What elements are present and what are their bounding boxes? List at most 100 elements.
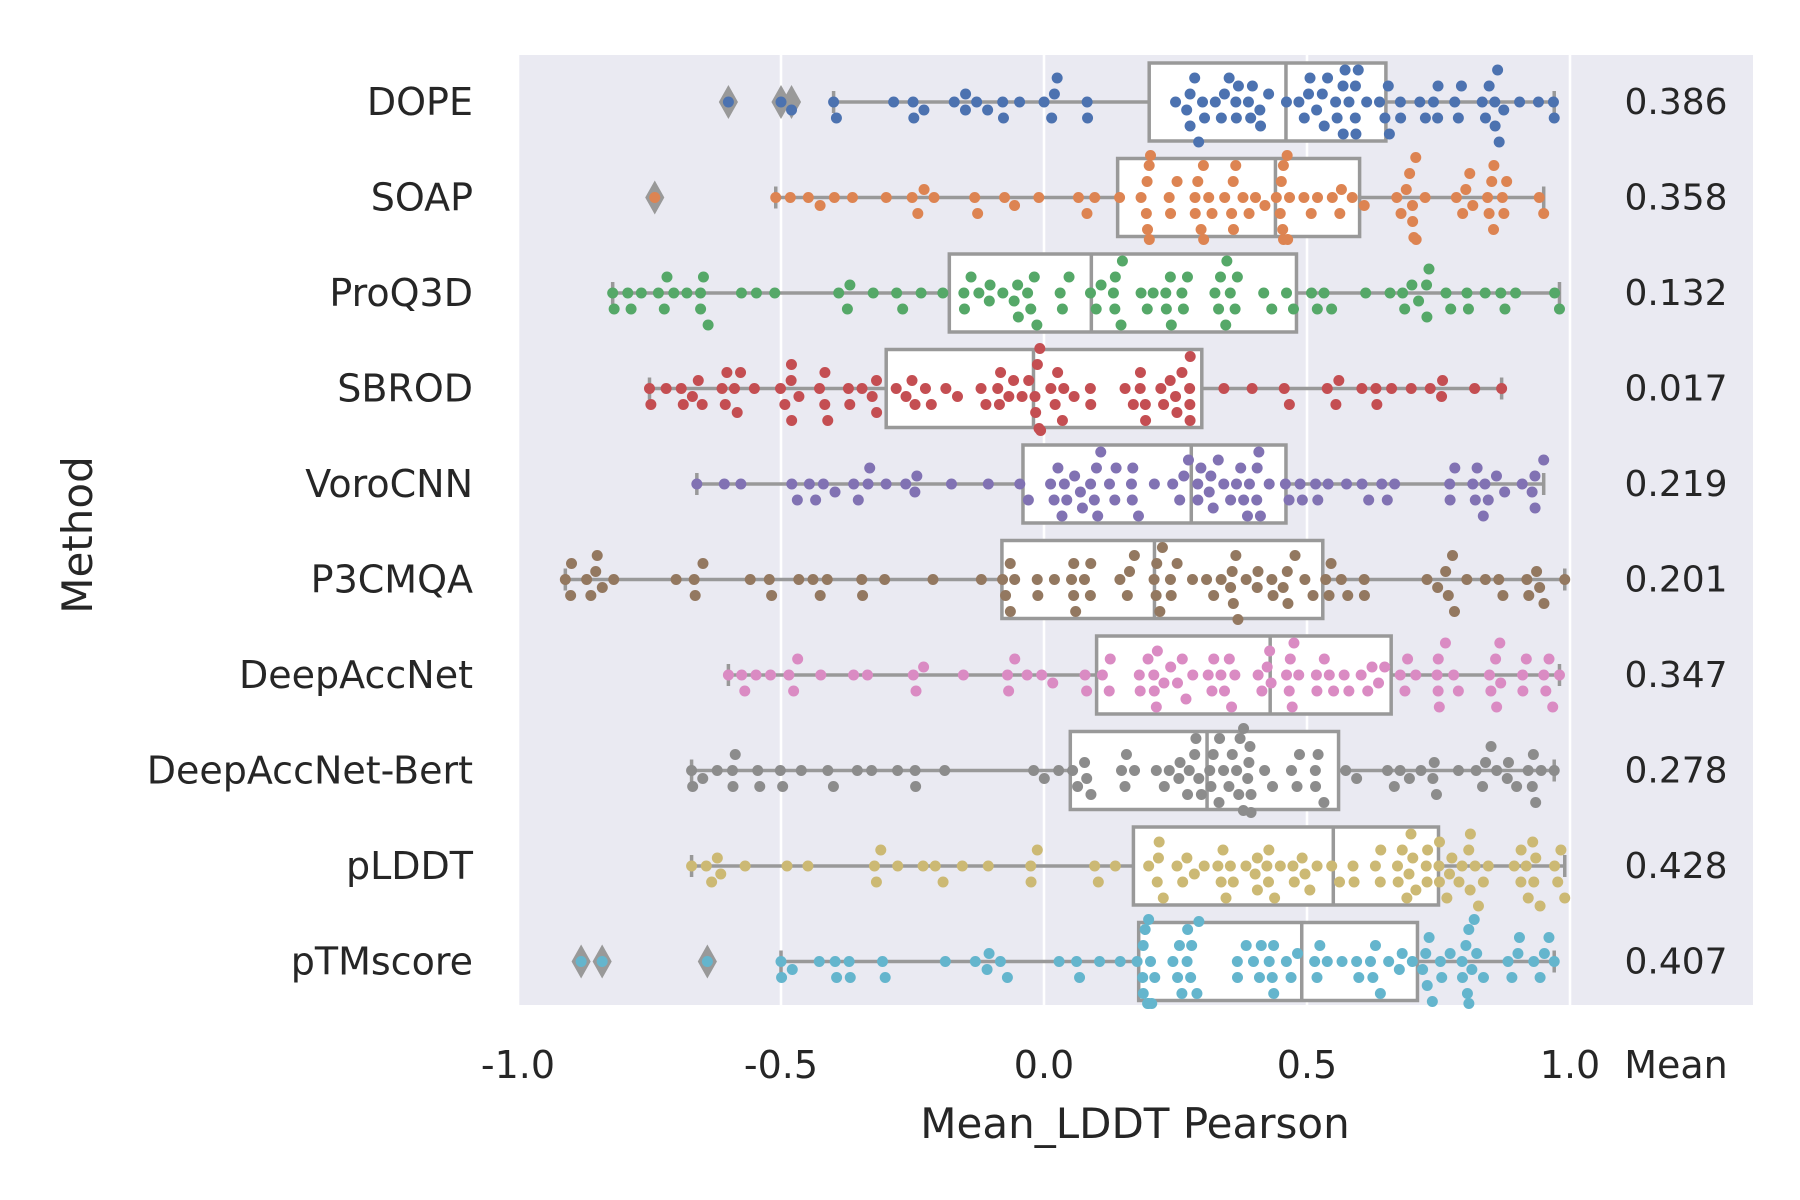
data-point [1522,892,1534,904]
data-point [1048,574,1060,585]
data-point [1522,765,1534,776]
data-point [1364,956,1376,967]
data-point [1266,972,1278,983]
data-point [1008,295,1020,307]
data-point [1176,653,1188,665]
data-point [711,852,723,864]
data-point [1214,271,1226,283]
data-point [1028,271,1040,283]
data-point [1314,940,1326,951]
data-point [1510,287,1522,299]
data-point [1323,590,1335,601]
method-label: pTMscore [291,940,473,984]
data-point [1198,860,1210,872]
data-point [1004,606,1016,617]
data-point [1420,860,1432,872]
data-point [1288,637,1300,649]
data-point [861,669,873,681]
data-point [1213,303,1225,315]
data-point [982,104,994,116]
y-axis-title: Method [53,456,102,614]
data-point [1286,701,1298,713]
data-point [1483,208,1495,219]
data-point [1092,876,1104,888]
data-point [965,271,977,283]
data-point [1433,876,1445,888]
data-point [1056,303,1068,315]
data-point [1173,940,1185,951]
data-point [1109,860,1121,872]
data-point [1516,478,1528,490]
data-point [1215,876,1227,888]
data-point [1109,271,1121,283]
data-point [1082,112,1094,124]
data-point [1342,590,1354,601]
data-point [736,669,748,681]
data-point [1431,669,1443,681]
data-point [1485,685,1497,697]
data-point [1209,96,1221,108]
data-point [1283,399,1295,410]
data-point [1120,749,1132,760]
data-point [1270,192,1282,203]
data-point [1532,96,1544,108]
data-point [1274,860,1286,872]
data-point [1404,168,1416,179]
data-point [1296,852,1308,864]
data-point [1070,606,1082,617]
data-point [1148,478,1160,490]
data-point [1379,112,1391,124]
mean-value: 0.358 [1624,178,1727,219]
data-point [1109,494,1121,506]
data-point [1469,860,1481,872]
data-point [1293,96,1305,108]
data-point [1259,200,1271,211]
data-point [1293,749,1305,760]
data-point [1090,462,1102,474]
data-point [1258,287,1270,299]
data-point [1143,160,1155,171]
data-point [969,192,981,203]
data-point [739,860,751,872]
data-point [1135,287,1147,299]
data-point [1330,96,1342,108]
data-point [1160,303,1172,315]
data-point [1303,88,1315,100]
data-point [781,860,793,872]
data-point [980,399,992,410]
data-point [1395,208,1407,219]
mean-column-header: Mean [1624,1043,1728,1087]
data-point [1304,72,1316,84]
data-point [1219,192,1231,203]
data-point [1184,120,1196,132]
data-point [1486,176,1498,187]
data-point [1090,303,1102,315]
data-point [1307,590,1319,601]
data-point [1426,996,1438,1007]
data-point [1403,773,1415,784]
data-point [1498,104,1510,116]
data-point [888,96,900,108]
data-point [1434,836,1446,848]
data-point [1397,287,1409,299]
data-point [1126,494,1138,506]
data-point [1245,789,1257,800]
data-point [1001,972,1013,983]
data-point [807,574,819,585]
data-point [1274,208,1286,219]
data-point [1531,566,1543,577]
data-point [1323,669,1335,681]
data-point [1140,415,1152,426]
data-point [670,574,682,585]
data-point [1034,343,1046,354]
data-point [779,399,791,410]
data-point [1351,773,1363,784]
data-point [1396,948,1408,959]
data-point [1543,932,1555,943]
data-point [958,303,970,315]
data-point [1535,765,1547,776]
data-point [1268,940,1280,951]
data-point [1355,669,1367,681]
data-point [1325,558,1337,569]
data-point [1054,287,1066,299]
